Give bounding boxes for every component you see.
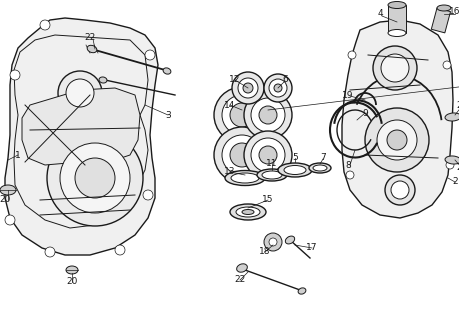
Ellipse shape [436,5,450,11]
Circle shape [115,245,125,255]
Circle shape [380,54,408,82]
Circle shape [222,95,262,135]
Circle shape [47,130,143,226]
Circle shape [372,46,416,90]
Text: 14: 14 [224,100,235,109]
Circle shape [263,233,281,251]
Ellipse shape [257,169,286,181]
Ellipse shape [235,207,259,217]
Circle shape [45,247,55,257]
Ellipse shape [387,29,405,36]
Circle shape [390,181,408,199]
Circle shape [243,131,291,179]
Circle shape [251,98,285,132]
Circle shape [237,78,257,98]
Circle shape [263,74,291,102]
Ellipse shape [241,210,253,214]
Circle shape [384,175,414,205]
Ellipse shape [0,185,16,195]
Text: 12: 12 [229,75,240,84]
Text: 13: 13 [224,167,235,177]
Circle shape [258,146,276,164]
Text: 20: 20 [0,196,11,204]
Text: 17: 17 [306,244,317,252]
Ellipse shape [262,171,281,179]
Circle shape [445,161,453,169]
Ellipse shape [230,173,258,183]
Ellipse shape [297,288,305,294]
Ellipse shape [236,264,247,272]
Circle shape [143,190,153,200]
Ellipse shape [66,266,78,274]
Ellipse shape [283,165,305,174]
Circle shape [60,143,130,213]
Text: 15: 15 [262,196,273,204]
Text: 11: 11 [266,158,277,167]
Text: 22: 22 [234,276,245,284]
Circle shape [230,103,253,127]
Text: 19: 19 [341,91,353,100]
Text: 20: 20 [66,277,78,286]
Circle shape [145,50,155,60]
Circle shape [258,106,276,124]
Circle shape [274,84,281,92]
Polygon shape [5,18,157,255]
Circle shape [364,108,428,172]
Text: 7: 7 [319,153,325,162]
Circle shape [231,72,263,104]
Text: 8: 8 [344,161,350,170]
Circle shape [347,51,355,59]
Circle shape [269,79,286,97]
Ellipse shape [163,68,171,74]
Ellipse shape [230,204,265,220]
Circle shape [10,70,20,80]
Ellipse shape [87,45,97,53]
Ellipse shape [387,2,405,9]
Circle shape [213,127,269,183]
Circle shape [251,138,285,172]
Text: 18: 18 [259,247,270,257]
Text: 9: 9 [361,108,367,117]
Text: 22: 22 [84,34,95,43]
Text: 21: 21 [455,164,459,172]
Circle shape [66,79,94,107]
Bar [431,8,449,33]
Ellipse shape [277,163,311,177]
Circle shape [230,143,253,167]
Ellipse shape [308,163,330,173]
Circle shape [243,91,291,139]
Circle shape [222,135,262,175]
Ellipse shape [285,236,294,244]
Circle shape [75,158,115,198]
Circle shape [40,20,50,30]
Ellipse shape [444,113,459,121]
Text: 3: 3 [165,110,170,119]
Circle shape [242,83,252,93]
Text: 21: 21 [455,100,459,109]
Polygon shape [341,20,452,218]
Ellipse shape [224,171,264,186]
Circle shape [442,61,450,69]
Circle shape [5,215,15,225]
Text: 16: 16 [448,7,459,17]
Polygon shape [22,88,140,165]
Circle shape [345,171,353,179]
Circle shape [376,120,416,160]
Text: 5: 5 [291,154,297,163]
Circle shape [269,238,276,246]
Text: 1: 1 [15,150,21,159]
Ellipse shape [99,77,107,83]
Text: 2: 2 [451,178,457,187]
Text: 6: 6 [281,75,287,84]
Bar [387,5,405,33]
Circle shape [58,71,102,115]
Circle shape [213,87,269,143]
Ellipse shape [312,165,326,171]
Ellipse shape [444,156,459,164]
Circle shape [386,130,406,150]
Text: 4: 4 [376,10,382,19]
